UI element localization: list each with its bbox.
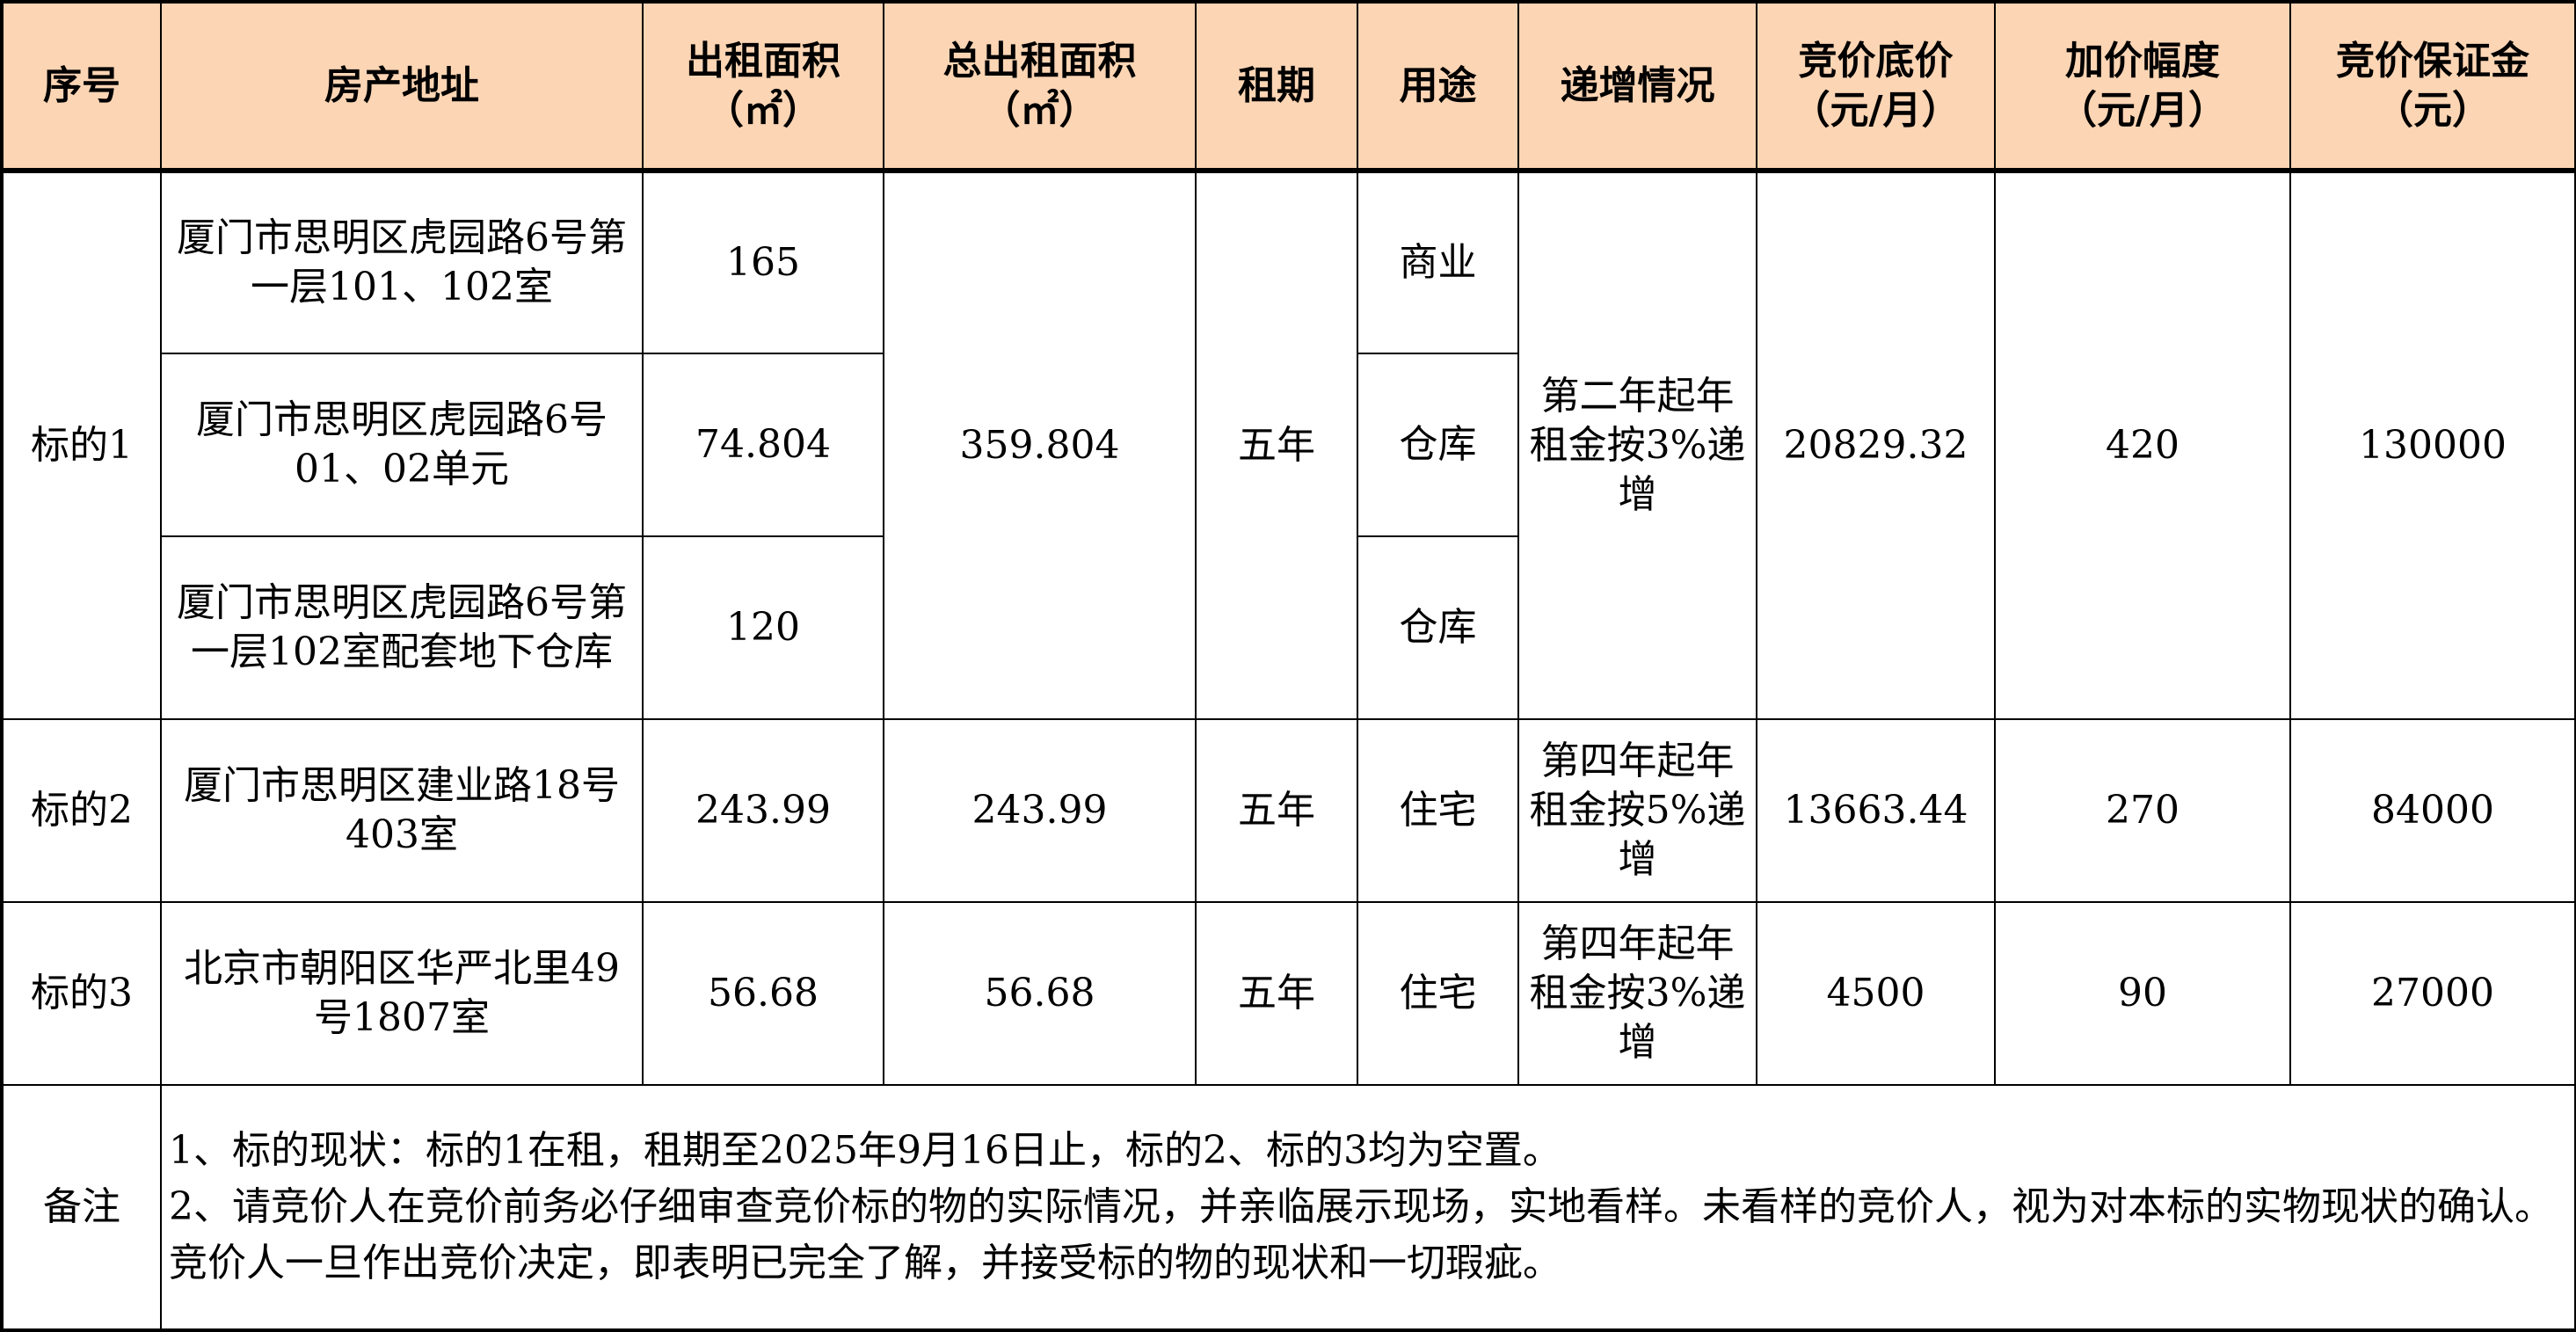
use: 仓库 — [1357, 535, 1519, 720]
header-area: 出租面积（㎡） — [642, 1, 884, 173]
notes-row: 备注 1、标的现状：标的1在租，租期至2025年9月16日止，标的2、标的3均为… — [1, 1084, 2576, 1331]
deposit: 27000 — [2289, 901, 2576, 1086]
base-price: 13663.44 — [1756, 718, 1996, 903]
increase: 第四年起年租金按3%递增 — [1517, 901, 1757, 1086]
header-use: 用途 — [1357, 1, 1519, 173]
increment: 90 — [1994, 901, 2291, 1086]
lot-id: 标的1 — [1, 170, 162, 720]
lot-id: 标的2 — [1, 718, 162, 903]
term: 五年 — [1195, 170, 1358, 720]
header-address: 房产地址 — [160, 1, 644, 173]
notes-label: 备注 — [1, 1084, 162, 1331]
note-line-1: 1、标的现状：标的1在租，租期至2025年9月16日止，标的2、标的3均为空置。 — [169, 1128, 1561, 1173]
header-deposit: 竞价保证金 （元） — [2289, 1, 2576, 173]
header-total-area: 总出租面积 （㎡） — [883, 1, 1197, 173]
header-term: 租期 — [1195, 1, 1358, 173]
address: 北京市朝阳区华严北里49号1807室 — [160, 901, 644, 1086]
deposit: 130000 — [2289, 170, 2576, 720]
use: 商业 — [1357, 170, 1519, 354]
table-row: 标的1 厦门市思明区虎园路6号第一层101、102室 165 359.804 五… — [1, 170, 2576, 720]
note-line-2: 2、请竞价人在竞价前务必仔细审查竞价标的物的实际情况，并亲临展示现场，实地看样。… — [169, 1184, 2553, 1285]
notes-content: 1、标的现状：标的1在租，租期至2025年9月16日止，标的2、标的3均为空置。… — [160, 1084, 2576, 1331]
increment: 420 — [1994, 170, 2291, 720]
increment: 270 — [1994, 718, 2291, 903]
total-area: 359.804 — [883, 170, 1197, 720]
base-price: 4500 — [1756, 901, 1996, 1086]
term: 五年 — [1195, 718, 1358, 903]
deposit: 84000 — [2289, 718, 2576, 903]
table-row: 厦门市思明区虎园路6号第一层102室配套地下仓库 120 仓库 — [2, 535, 2576, 720]
term: 五年 — [1195, 901, 1358, 1086]
header-increase: 递增情况 — [1517, 1, 1757, 173]
table-row: 标的3 北京市朝阳区华严北里49号1807室 56.68 56.68 五年 住宅… — [1, 901, 2576, 1086]
increase: 第四年起年租金按5%递增 — [1517, 718, 1757, 903]
header-increment: 加价幅度 （元/月） — [1994, 1, 2291, 173]
header-index: 序号 — [1, 1, 162, 173]
lot-id: 标的3 — [1, 901, 162, 1086]
area: 56.68 — [642, 901, 884, 1086]
table-row: 厦门市思明区虎园路6号01、02单元 74.804 仓库 — [2, 353, 2576, 537]
use: 住宅 — [1357, 718, 1519, 903]
area: 74.804 — [642, 353, 884, 537]
total-area: 56.68 — [883, 901, 1197, 1086]
area: 165 — [642, 170, 884, 354]
address: 厦门市思明区虎园路6号第一层101、102室 — [160, 170, 644, 354]
increase: 第二年起年租金按3%递增 — [1517, 170, 1757, 720]
address: 厦门市思明区虎园路6号01、02单元 — [160, 353, 644, 537]
base-price: 20829.32 — [1756, 170, 1996, 720]
total-area: 243.99 — [883, 718, 1197, 903]
header-base-price: 竞价底价 （元/月） — [1756, 1, 1996, 173]
address: 厦门市思明区虎园路6号第一层102室配套地下仓库 — [160, 535, 644, 720]
header-row: 序号 房产地址 出租面积（㎡） 总出租面积 （㎡） 租期 用途 递增情况 竞价底价… — [1, 1, 2576, 173]
area: 243.99 — [642, 718, 884, 903]
use: 住宅 — [1357, 901, 1519, 1086]
table-row: 标的2 厦门市思明区建业路18号403室 243.99 243.99 五年 住宅… — [1, 718, 2576, 903]
use: 仓库 — [1357, 353, 1519, 537]
address: 厦门市思明区建业路18号403室 — [160, 718, 644, 903]
area: 120 — [642, 535, 884, 720]
